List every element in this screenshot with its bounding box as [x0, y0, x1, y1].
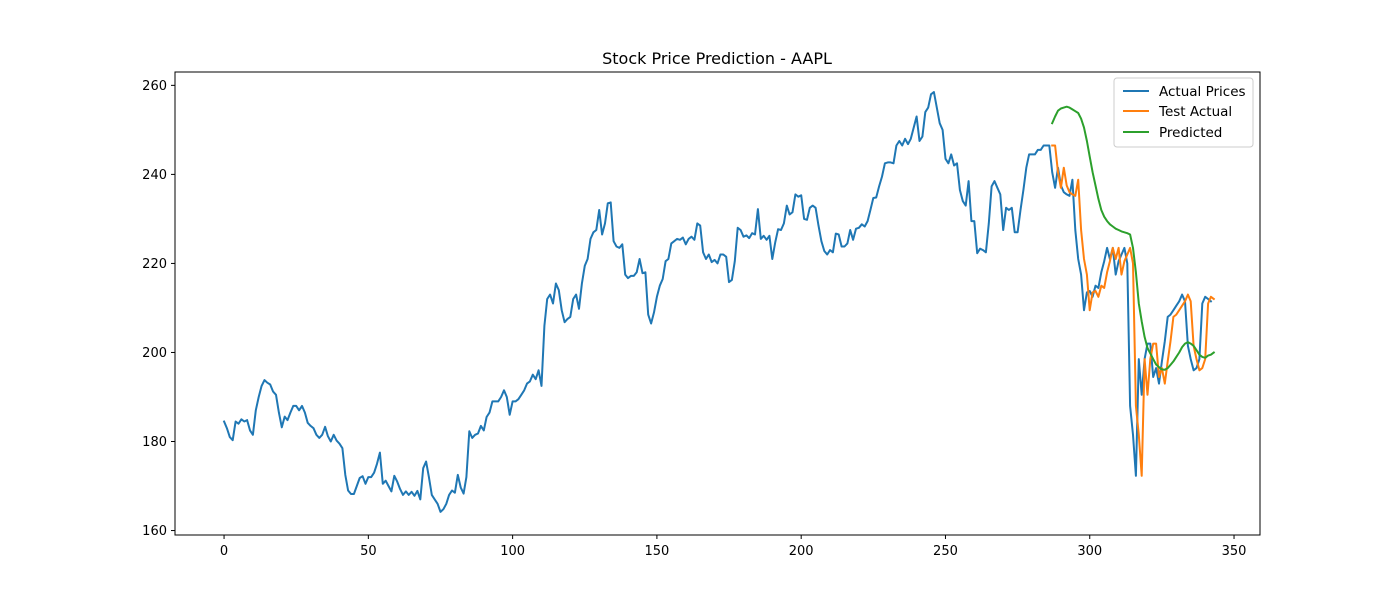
series-layer [222, 91, 1216, 513]
y-tick-label: 260 [142, 79, 167, 94]
series-line-actual-prices [222, 91, 1213, 513]
y-tick-label: 180 [142, 435, 167, 450]
x-tick-label: 150 [644, 544, 669, 559]
y-tick-label: 200 [142, 346, 167, 361]
x-tick-label: 50 [360, 544, 377, 559]
y-tick-label: 160 [142, 524, 167, 539]
x-tick-label: 350 [1222, 544, 1247, 559]
x-tick-label: 250 [933, 544, 958, 559]
legend-label-actual-prices: Actual Prices [1159, 84, 1246, 100]
axes-frame [174, 71, 1261, 536]
chart-title: Stock Price Prediction - AAPL [602, 49, 832, 68]
y-axis: 160 180 200 220 240 260 [142, 79, 175, 539]
legend: Actual Prices Test Actual Predicted [1113, 77, 1254, 148]
x-tick-label: 0 [220, 544, 228, 559]
x-axis: 0 50 100 150 200 250 300 350 [220, 535, 1247, 559]
x-tick-label: 200 [789, 544, 814, 559]
series-line-predicted [1050, 105, 1216, 371]
legend-label-predicted: Predicted [1159, 125, 1222, 141]
y-tick-label: 220 [142, 257, 167, 272]
x-tick-label: 100 [500, 544, 525, 559]
y-tick-label: 240 [142, 168, 167, 183]
x-tick-label: 300 [1077, 544, 1102, 559]
legend-box [1113, 77, 1254, 148]
legend-label-test-actual: Test Actual [1158, 104, 1232, 120]
series-line-test-actual [1051, 144, 1216, 477]
